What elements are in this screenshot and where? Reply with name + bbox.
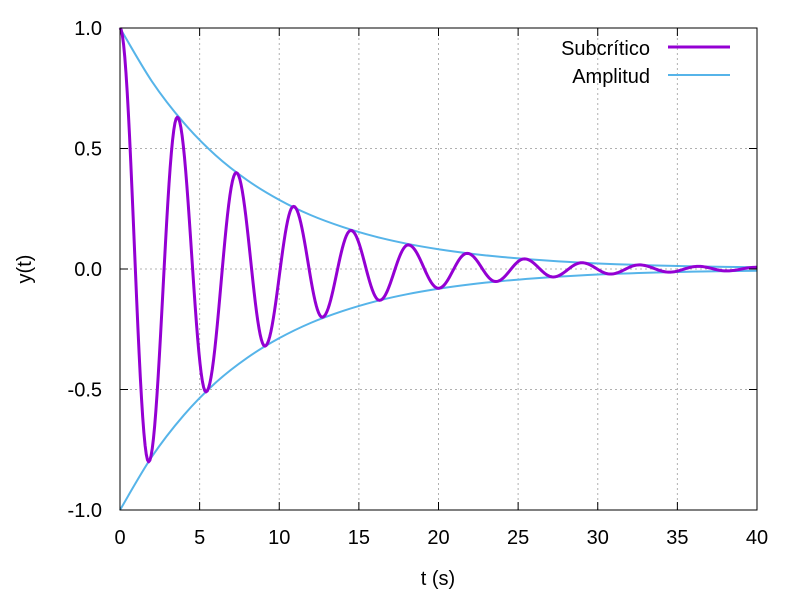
- x-tick-label: 10: [268, 527, 290, 549]
- legend-label-amplitud: Amplitud: [572, 66, 650, 88]
- series-line-amplitud-upper: [119, 27, 758, 269]
- x-tick-label: 35: [666, 527, 688, 549]
- y-tick-label: 1.0: [74, 18, 102, 40]
- y-tick-label: 0.0: [74, 259, 102, 281]
- legend: Subcrítico Amplitud: [561, 38, 730, 88]
- grid-lines: [120, 28, 757, 510]
- x-tick-label: 5: [194, 527, 205, 549]
- y-tick-label: 0.5: [74, 139, 102, 161]
- x-tick-label: 20: [427, 527, 449, 549]
- x-axis-label: t (s): [421, 568, 455, 590]
- x-tick-label: 40: [746, 527, 768, 549]
- legend-label-subcritico: Subcrítico: [561, 38, 650, 60]
- x-tick-label: 0: [114, 527, 125, 549]
- series-line-subcritico: [118, 27, 759, 464]
- y-axis-label: y(t): [14, 255, 36, 284]
- x-tick-label: 30: [587, 527, 609, 549]
- x-tick-label: 15: [348, 527, 370, 549]
- y-tick-label: -0.5: [68, 380, 102, 402]
- x-tick-label: 25: [507, 527, 529, 549]
- axis-ticks: [119, 27, 758, 511]
- series-layer: [118, 27, 759, 511]
- y-tick-label: -1.0: [68, 500, 102, 522]
